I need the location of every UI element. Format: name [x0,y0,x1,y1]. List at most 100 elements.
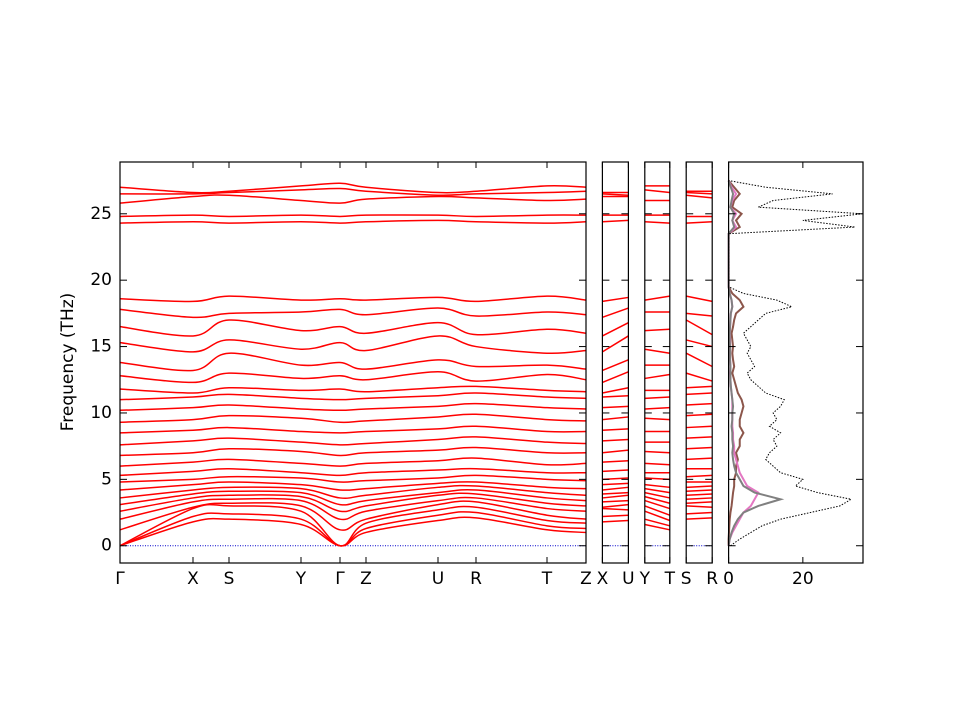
band [602,193,629,196]
band [119,219,587,224]
band [644,450,670,454]
band [686,425,713,429]
y-tick-label: 25 [90,204,112,224]
band [686,493,713,497]
band [644,523,670,531]
band [602,449,629,454]
band [119,352,587,372]
k-label: R [470,569,482,589]
panel-frame [601,161,630,564]
panel-frame [727,161,864,564]
band [602,335,629,353]
band [119,307,587,319]
k-label: T [541,569,553,589]
band [602,321,629,337]
panel-frame [685,161,713,564]
x-tick-label: 20 [792,569,814,589]
k-label: S [224,569,235,589]
band [644,417,670,421]
band [602,438,629,442]
band [602,219,629,223]
band [686,457,713,461]
band [602,416,629,421]
band [119,500,587,531]
band [644,487,670,494]
band [119,457,587,467]
band [644,491,670,499]
band [686,413,713,417]
band [644,221,670,224]
band [119,474,587,483]
band [602,428,629,431]
k-label: X [187,569,199,589]
band [644,189,670,194]
band [686,505,713,508]
band [119,182,587,194]
band [686,402,713,406]
band [686,385,713,389]
k-label: X [597,569,609,589]
band [644,295,670,301]
band [686,194,713,199]
band [119,194,587,204]
band [602,503,629,508]
band [119,489,587,506]
y-axis-label: Frequency (THz) [58,293,78,432]
band [686,446,713,450]
y-tick-label: 20 [90,270,112,290]
band [119,484,587,499]
k-label: S [681,569,692,589]
band [119,187,587,197]
k-label: T [664,569,676,589]
x-tick-label: 0 [723,569,734,589]
k-label: Z [580,569,592,589]
band [686,517,713,520]
k-label: Y [639,569,651,589]
band [119,446,587,457]
band [602,460,629,463]
band [119,481,587,491]
panel-frame [644,161,671,564]
dos-line [728,180,863,547]
band [119,214,587,218]
band [602,296,629,303]
band [644,518,670,527]
band [602,359,629,372]
band [119,335,587,355]
band [602,499,629,503]
band [602,519,629,523]
band [602,469,629,473]
k-label: Γ [115,569,125,589]
band [644,348,670,354]
band [644,462,670,466]
k-label: Y [295,569,307,589]
band [644,328,670,332]
band [686,312,713,317]
band [602,491,629,495]
band [119,516,587,547]
band [119,295,587,303]
band [686,221,713,224]
band [602,507,629,511]
band [686,501,713,504]
k-label: R [706,569,718,589]
y-tick-label: 5 [101,469,112,489]
band [686,497,713,501]
band [602,386,629,394]
k-label: U [622,569,634,589]
band [119,402,587,412]
band [119,385,587,394]
band [686,485,713,489]
band [644,373,670,380]
band [685,372,713,382]
band [644,510,671,522]
k-label: Γ [335,569,345,589]
band [644,495,670,504]
band [119,467,587,477]
band [685,352,713,368]
band [644,396,670,400]
band [602,371,629,384]
band [644,483,670,489]
band [686,436,713,439]
